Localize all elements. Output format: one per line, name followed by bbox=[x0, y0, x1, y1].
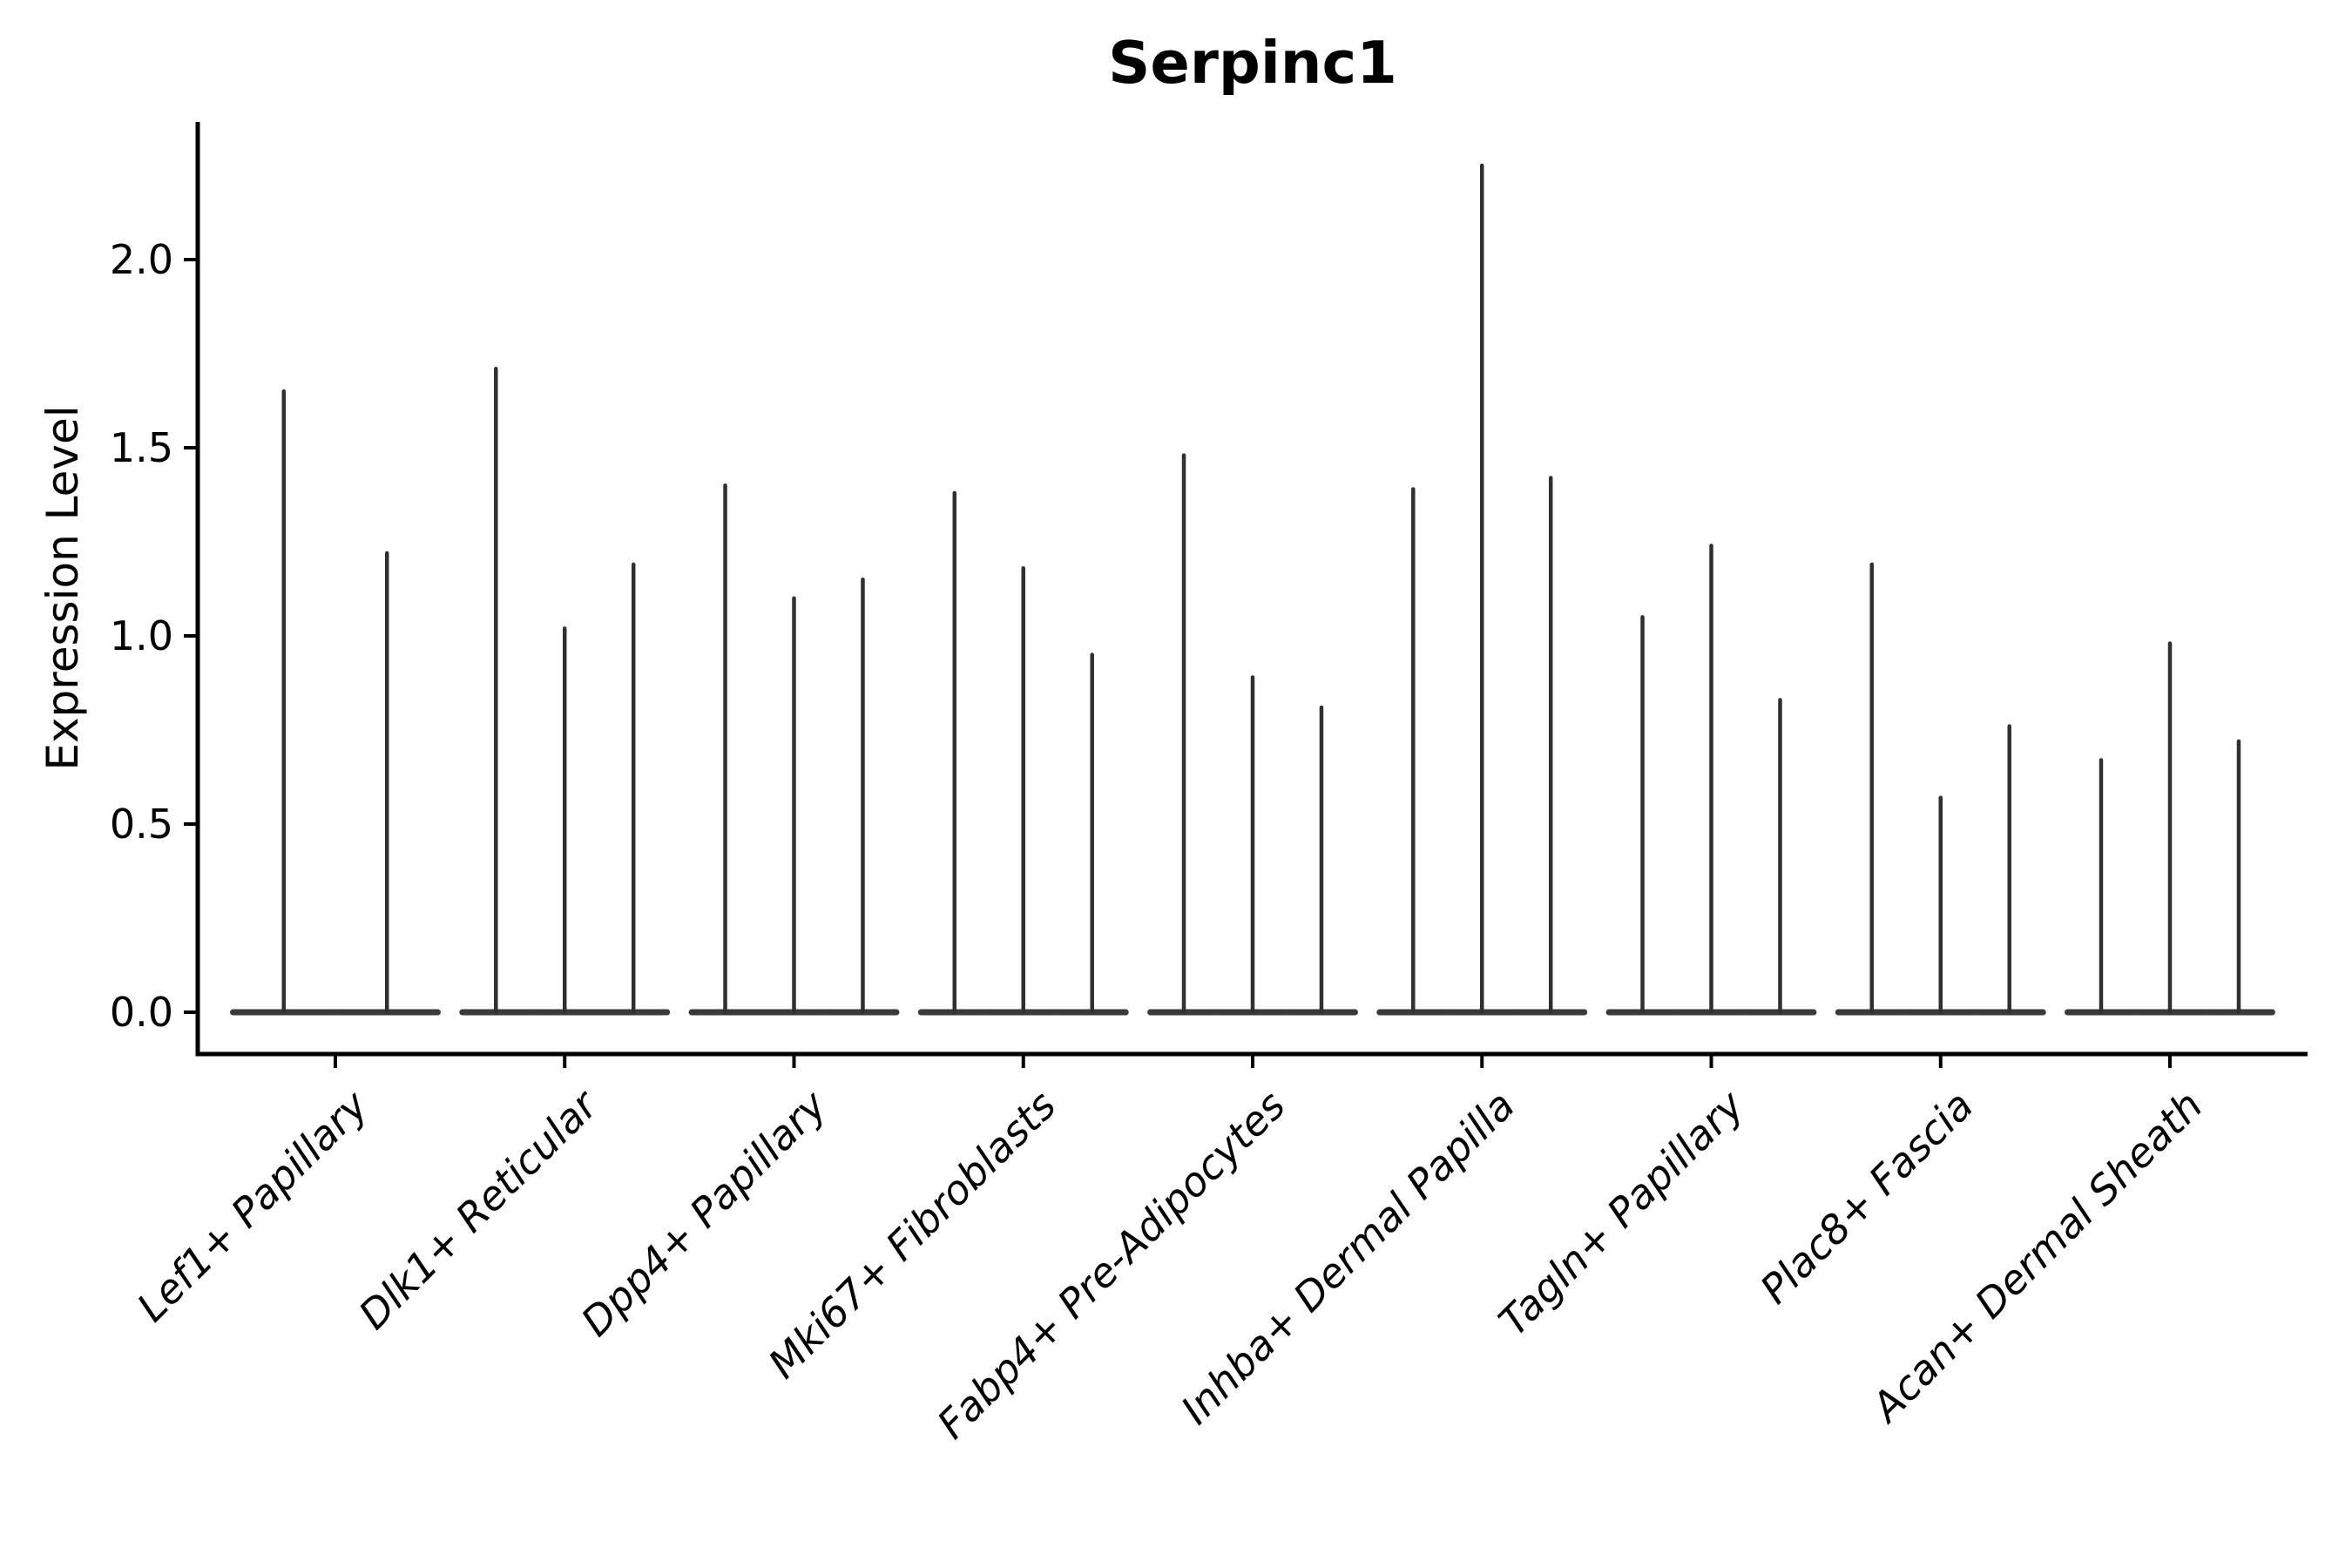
x-tick-label: Dlk1+ Reticular bbox=[349, 1079, 608, 1338]
chart-title: Serpinc1 bbox=[1108, 29, 1397, 97]
x-tick-label: Dpp4+ Papillary bbox=[572, 1081, 836, 1345]
x-tick-label: Lef1+ Papillary bbox=[128, 1081, 377, 1330]
y-tick-label: 1.0 bbox=[110, 612, 173, 659]
x-tick-label: Tagln+ Papillary bbox=[1490, 1081, 1754, 1345]
y-tick-label: 1.5 bbox=[110, 424, 173, 471]
x-tick-label: Plac8+ Fascia bbox=[1751, 1082, 1982, 1313]
y-tick-label: 2.0 bbox=[110, 236, 173, 283]
y-tick-label: 0.5 bbox=[110, 801, 173, 848]
y-tick-label: 0.0 bbox=[110, 989, 173, 1036]
